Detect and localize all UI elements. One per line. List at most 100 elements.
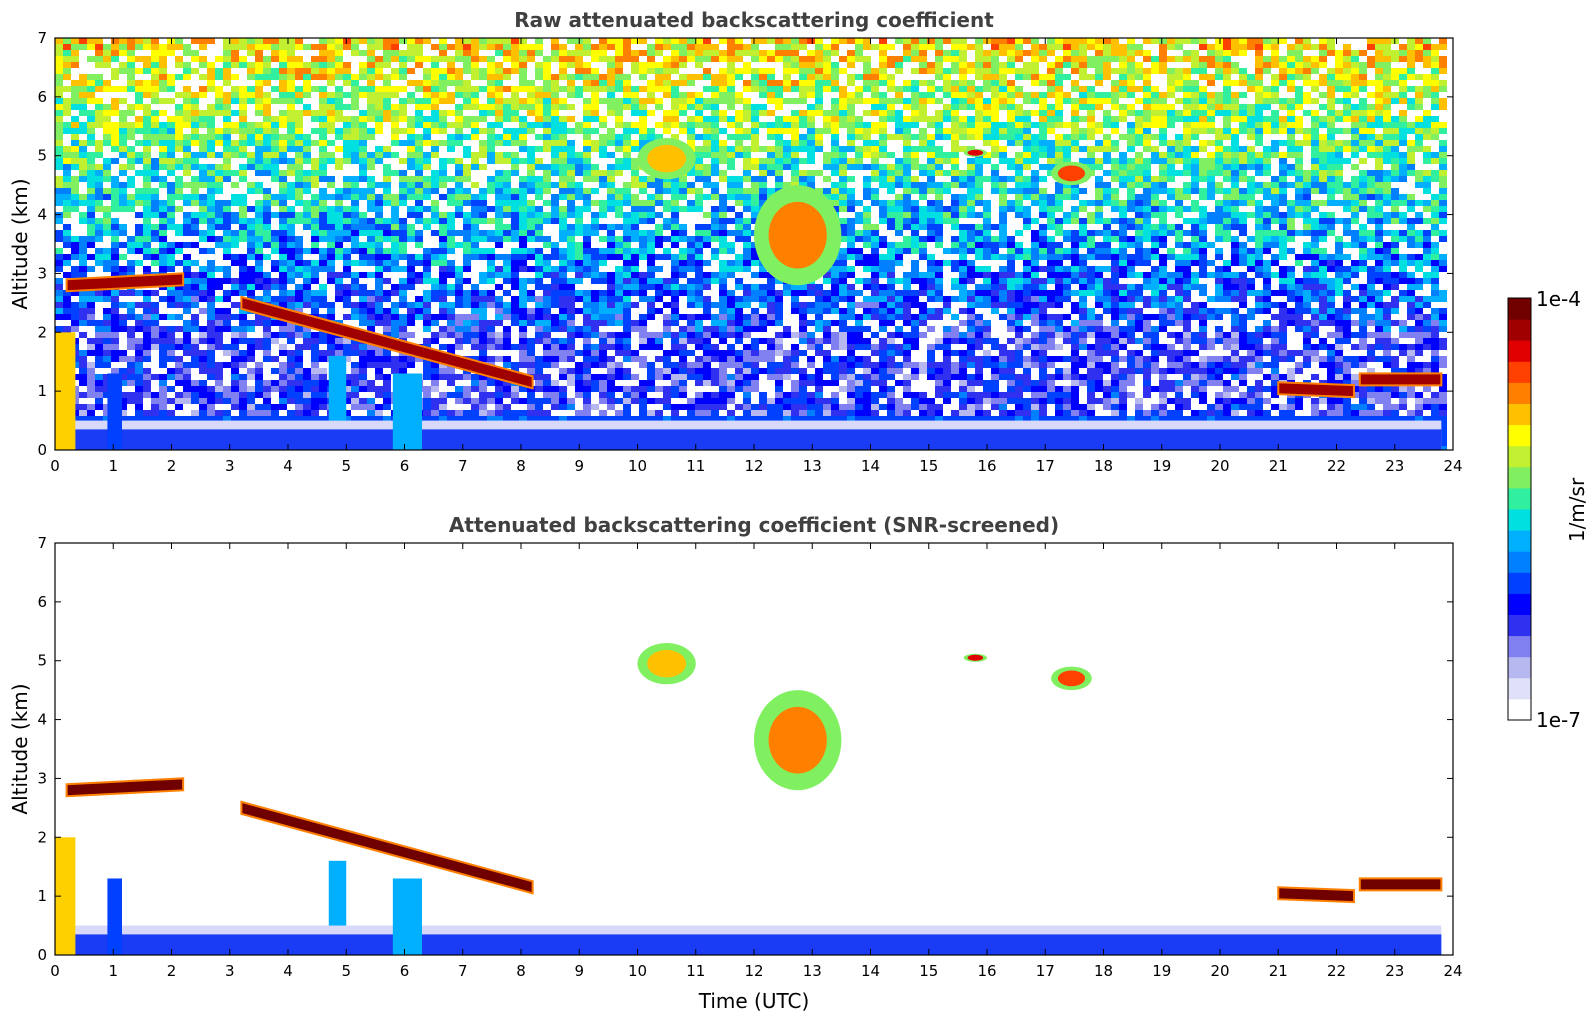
noise-cell	[839, 218, 847, 224]
noise-cell	[359, 176, 367, 182]
noise-cell	[1031, 98, 1039, 104]
noise-cell	[623, 146, 631, 152]
noise-cell	[1327, 146, 1335, 152]
noise-cell	[1423, 146, 1431, 152]
noise-cell	[1111, 218, 1119, 224]
noise-cell	[1215, 224, 1223, 230]
noise-cell	[807, 62, 815, 68]
noise-cell	[1271, 182, 1279, 188]
noise-cell	[543, 176, 551, 182]
noise-cell	[231, 212, 239, 218]
noise-cell	[351, 194, 359, 200]
noise-cell	[799, 182, 807, 188]
noise-cell	[551, 122, 559, 128]
noise-cell	[327, 230, 335, 236]
noise-cell	[879, 212, 887, 218]
noise-cell	[1151, 242, 1159, 248]
noise-cell	[1327, 254, 1335, 260]
noise-cell	[1287, 80, 1295, 86]
noise-cell	[71, 158, 79, 164]
noise-cell	[727, 152, 735, 158]
noise-cell	[1311, 236, 1319, 242]
noise-cell	[1119, 182, 1127, 188]
noise-cell	[951, 218, 959, 224]
noise-cell	[1127, 158, 1135, 164]
noise-cell	[775, 182, 783, 188]
noise-cell	[631, 200, 639, 206]
noise-cell	[543, 212, 551, 218]
noise-cell	[303, 224, 311, 230]
noise-cell	[975, 68, 983, 74]
noise-cell	[279, 230, 287, 236]
noise-cell	[615, 50, 623, 56]
noise-cell	[1055, 206, 1063, 212]
noise-cell	[647, 98, 655, 104]
noise-cell	[263, 236, 271, 242]
noise-cell	[775, 146, 783, 152]
noise-cell	[103, 50, 111, 56]
noise-cell	[55, 110, 63, 116]
noise-cell	[1175, 134, 1183, 140]
noise-cell	[911, 182, 919, 188]
noise-cell	[847, 206, 855, 212]
noise-cell	[247, 134, 255, 140]
noise-cell	[919, 62, 927, 68]
noise-cell	[1223, 122, 1231, 128]
noise-cell	[1191, 86, 1199, 92]
noise-cell	[951, 98, 959, 104]
noise-cell	[1207, 104, 1215, 110]
noise-cell	[255, 38, 263, 44]
noise-cell	[1287, 104, 1295, 110]
noise-cell	[375, 110, 383, 116]
noise-cell	[655, 188, 663, 194]
noise-cell	[1295, 176, 1303, 182]
noise-cell	[535, 236, 543, 242]
noise-cell	[1071, 254, 1079, 260]
noise-cell	[511, 236, 519, 242]
noise-cell	[895, 206, 903, 212]
noise-cell	[1055, 80, 1063, 86]
noise-cell	[895, 134, 903, 140]
noise-cell	[855, 134, 863, 140]
noise-cell	[1343, 116, 1351, 122]
noise-cell	[575, 122, 583, 128]
noise-cell	[1247, 74, 1255, 80]
noise-cell	[1079, 38, 1087, 44]
noise-cell	[1391, 56, 1399, 62]
noise-cell	[367, 158, 375, 164]
noise-cell	[1191, 206, 1199, 212]
noise-cell	[703, 164, 711, 170]
noise-cell	[295, 134, 303, 140]
noise-cell	[343, 38, 351, 44]
noise-cell	[847, 236, 855, 242]
noise-cell	[71, 44, 79, 50]
noise-cell	[1375, 74, 1383, 80]
noise-cell	[255, 158, 263, 164]
noise-cell	[359, 74, 367, 80]
noise-cell	[319, 134, 327, 140]
noise-cell	[679, 206, 687, 212]
noise-cell	[1159, 158, 1167, 164]
noise-cell	[1271, 74, 1279, 80]
noise-cell	[1343, 44, 1351, 50]
noise-cell	[1159, 176, 1167, 182]
noise-cell	[831, 104, 839, 110]
noise-cell	[687, 122, 695, 128]
noise-cell	[1255, 188, 1263, 194]
noise-cell	[1023, 68, 1031, 74]
noise-cell	[159, 236, 167, 242]
noise-cell	[95, 44, 103, 50]
noise-cell	[919, 248, 927, 254]
noise-cell	[687, 98, 695, 104]
noise-cell	[367, 152, 375, 158]
noise-cell	[1127, 164, 1135, 170]
noise-cell	[1231, 152, 1239, 158]
noise-cell	[263, 170, 271, 176]
noise-cell	[391, 230, 399, 236]
noise-cell	[311, 170, 319, 176]
noise-cell	[359, 128, 367, 134]
noise-cell	[743, 164, 751, 170]
noise-cell	[1255, 110, 1263, 116]
noise-cell	[911, 92, 919, 98]
noise-cell	[623, 224, 631, 230]
